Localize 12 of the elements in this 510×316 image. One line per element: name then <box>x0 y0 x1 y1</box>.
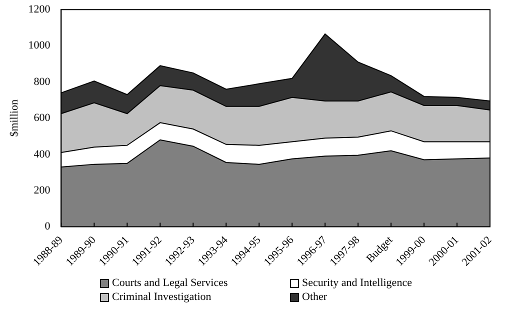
y-tick-label: 600 <box>34 112 51 124</box>
y-axis-title: $million <box>8 99 20 137</box>
legend-label: Other <box>301 291 328 303</box>
y-tick-label: 1200 <box>28 3 51 16</box>
y-tick-label: 0 <box>44 220 51 233</box>
legend-label: Courts and Legal Services <box>111 277 229 289</box>
legend-label: Security and Intelligence <box>301 277 413 289</box>
y-tick-label: 800 <box>34 76 51 88</box>
y-tick-label: 1000 <box>28 40 51 52</box>
y-tick-label: 400 <box>34 148 51 160</box>
y-tick-label: 200 <box>34 184 51 196</box>
legend-label: Criminal Investigation <box>111 291 212 303</box>
